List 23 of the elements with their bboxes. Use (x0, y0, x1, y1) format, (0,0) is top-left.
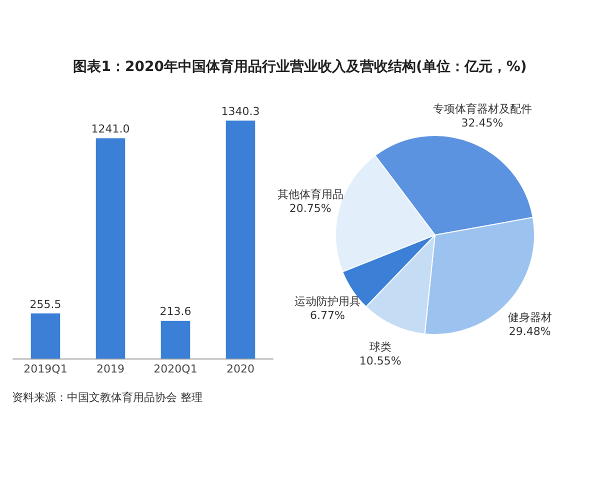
data-label: 10.55% (359, 354, 402, 368)
bar (226, 120, 256, 359)
chart-title: 图表1：2020年中国体育用品行业营业收入及营收结构(单位：亿元，%) (72, 58, 528, 77)
x-tick-label: 2020Q1 (154, 362, 198, 376)
x-tick-label: 2020 (226, 362, 254, 376)
slice-label: 运动防护用具 (294, 295, 360, 308)
slice-label: 球类 (369, 340, 392, 354)
data-label: 20.75% (289, 202, 332, 216)
bar (30, 313, 60, 359)
data-label: 213.6 (160, 305, 192, 318)
x-tick-label: 2019Q1 (24, 362, 68, 376)
data-label: 29.48% (508, 325, 551, 338)
data-label: 1340.3 (221, 104, 260, 118)
data-label: 1241.0 (91, 122, 130, 136)
slice-label: 专项体育器材及配件 (432, 102, 532, 116)
data-label: 255.5 (30, 298, 62, 311)
slice-label: 健身器材 (508, 311, 552, 324)
bar (160, 320, 190, 359)
text: 资料来源：中国文教体育用品协会 整理 (11, 390, 204, 406)
x-tick-label: 2019 (96, 362, 124, 376)
data-label: 6.77% (310, 309, 345, 322)
data-label: 32.45% (461, 116, 504, 130)
bar (96, 138, 126, 359)
